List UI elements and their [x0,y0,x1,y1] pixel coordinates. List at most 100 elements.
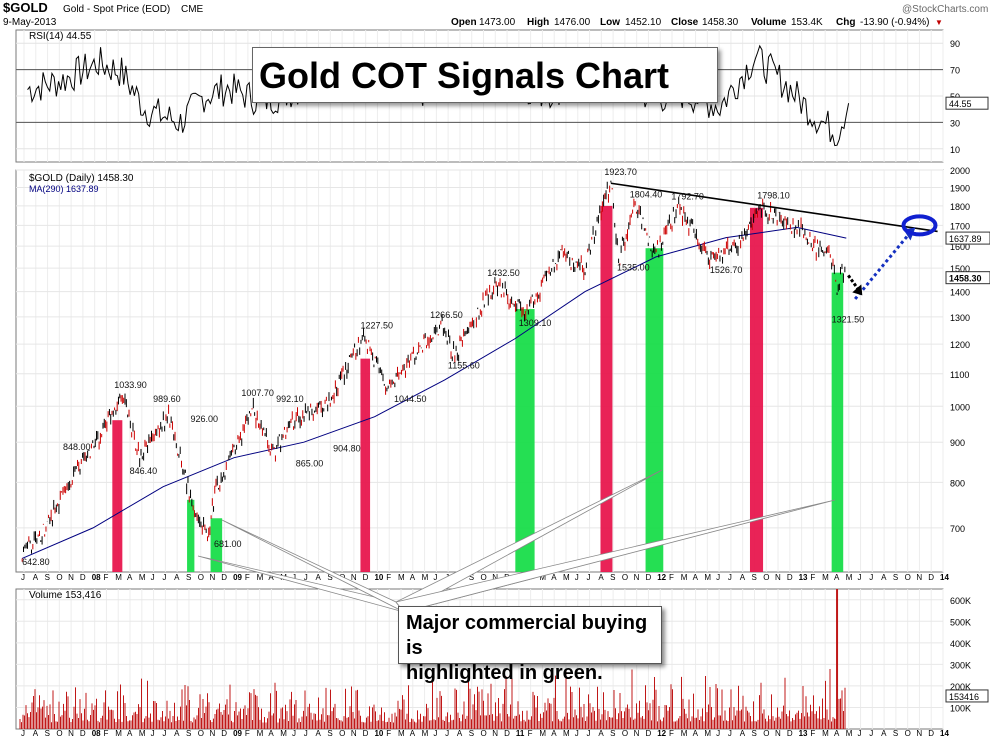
price-point-label: 865.00 [296,459,324,469]
price-point-label: 848.00 [63,442,91,452]
month-tick-label: J [858,573,862,582]
month-tick-label: A [834,573,840,582]
volume-value: 153.4K [791,17,823,28]
open-value: 1473.00 [479,17,516,28]
price-tick-label: 1100 [950,370,969,380]
chart-date: 9-May-2013 [3,17,57,28]
month-tick-label: M [257,573,264,582]
low-label: Low [600,17,620,28]
month-tick-label: D [363,729,369,738]
year-tick-label: 10 [374,573,383,582]
month-tick-label: A [881,729,887,738]
month-tick-label: A [457,729,463,738]
price-point-label: 642.80 [22,557,50,567]
price-point-label: 1266.50 [430,310,463,320]
month-tick-label: M [681,729,688,738]
month-tick-label: A [740,729,746,738]
month-tick-label: S [469,729,474,738]
month-tick-label: O [763,573,769,582]
volume-tick-label: 600K [950,596,971,606]
high-value: 1476.00 [554,17,591,28]
sell-signal-bar [749,207,764,572]
ma-legend-text: MA(290) 1637.89 [29,184,99,194]
month-tick-label: J [151,573,155,582]
sell-signal-bar [112,420,123,572]
month-tick-label: N [68,729,74,738]
month-tick-label: S [893,729,898,738]
month-tick-label: S [45,729,50,738]
price-point-label: 1432.50 [487,268,520,278]
volume-tick-label: 500K [950,617,971,627]
month-tick-label: N [634,729,640,738]
month-tick-label: J [433,729,437,738]
chart-header: $GOLD Gold - Spot Price (EOD) CME 9-May-… [3,0,988,28]
month-tick-label: S [186,729,191,738]
month-tick-label: A [268,573,274,582]
decline-arrow-line [847,274,860,291]
month-tick-label: D [80,729,86,738]
month-tick-label: J [728,573,732,582]
month-tick-label: O [622,573,628,582]
price-panel: 2000 1900 1800 1700 1600 1500 1400 1300 1200 1100… [16,166,990,573]
month-tick-label: O [56,729,62,738]
month-tick-label: F [386,729,391,738]
rsi-legend-text: RSI(14) 44.55 [29,31,92,42]
price-point-label: 926.00 [191,414,219,424]
month-tick-label: N [634,573,640,582]
month-tick-label: J [869,573,873,582]
chart-title: Gold COT Signals Chart [252,47,718,103]
month-tick-label: N [351,573,357,582]
month-tick-label: O [481,573,487,582]
month-tick-label: A [693,729,699,738]
year-tick-label: 12 [657,573,666,582]
month-tick-label: D [504,729,510,738]
month-tick-label: S [327,729,332,738]
month-tick-label: M [280,729,287,738]
price-point-label: 1007.70 [241,388,274,398]
watermark: @StockCharts.com [902,4,988,15]
month-tick-label: N [775,729,781,738]
month-tick-label: S [469,573,474,582]
month-tick-label: A [316,573,322,582]
ma-290-line [21,226,847,559]
year-tick-label: 09 [233,573,242,582]
price-point-label: 1155.60 [448,360,480,370]
month-tick-label: M [539,573,546,582]
decline-arrow-head [852,284,863,296]
month-tick-label: S [45,573,50,582]
month-tick-label: M [139,573,146,582]
month-tick-label: F [245,729,250,738]
month-tick-label: A [127,573,133,582]
buy-signal-bar [210,518,223,572]
high-label: High [527,17,549,28]
year-tick-label: 10 [374,729,383,738]
year-tick-label: 14 [940,573,949,582]
month-tick-label: A [834,729,840,738]
month-tick-label: A [740,573,746,582]
month-tick-label: S [327,573,332,582]
year-tick-label: 13 [799,573,808,582]
price-tick-label: 900 [950,438,965,448]
month-tick-label: J [445,729,449,738]
month-tick-label: F [810,729,815,738]
month-tick-label: A [598,729,604,738]
price-point-label: 1804.40 [630,189,663,199]
month-tick-label: A [33,573,39,582]
month-tick-label: N [492,573,498,582]
rsi-tick-label: 90 [950,39,960,49]
month-tick-label: O [198,573,204,582]
month-tick-label: O [622,729,628,738]
price-point-label: 1321.50 [832,315,865,325]
year-tick-label: 11 [516,729,525,738]
month-tick-label: J [869,729,873,738]
month-tick-label: N [492,729,498,738]
month-tick-label: O [339,729,345,738]
price-point-label: 1535.00 [617,262,650,272]
rsi-legend: RSI(14) 44.55 [29,31,92,42]
price-last-badge [945,231,990,245]
month-tick-label: J [21,729,25,738]
month-tick-label: M [398,573,405,582]
symbol-label: $GOLD [3,0,48,15]
month-tick-label: J [292,729,296,738]
month-tick-label: D [221,573,227,582]
